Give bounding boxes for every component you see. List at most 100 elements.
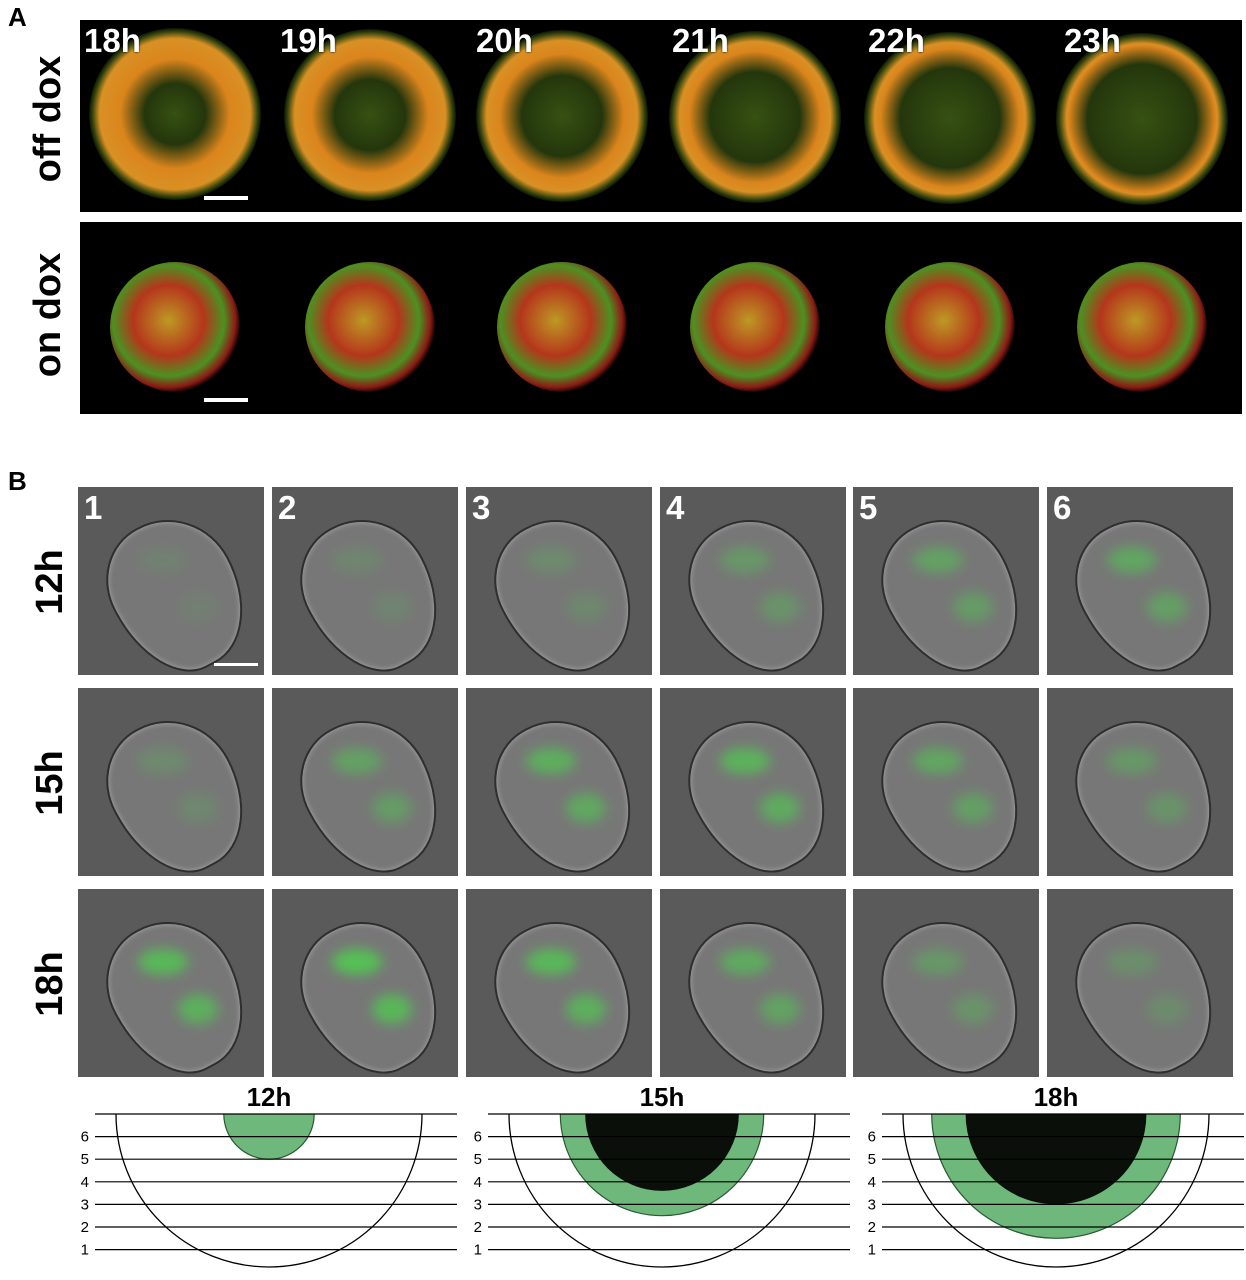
section-number: 6 <box>474 1129 482 1146</box>
section-number: 1 <box>474 1242 482 1259</box>
microscopy-tile <box>466 688 652 876</box>
embryo-frame <box>89 28 261 200</box>
fluorescence-spot <box>332 949 382 975</box>
embryo-frame <box>1056 33 1228 205</box>
fluorescence-spot <box>566 793 606 823</box>
section-number: 3 <box>81 1196 89 1213</box>
fluorescence-spot <box>720 748 770 774</box>
dark-core-region <box>585 1114 739 1191</box>
fluorescence-spot <box>526 949 576 975</box>
embryo-frame <box>497 262 627 392</box>
fluorescence-spot <box>1107 547 1157 573</box>
column-number: 1 <box>84 489 103 526</box>
embryo-outline <box>666 496 846 675</box>
column-number: 6 <box>1053 489 1072 526</box>
panel-b-letter: B <box>8 466 27 496</box>
embryo-outline <box>1053 496 1233 675</box>
section-number: 4 <box>474 1174 482 1191</box>
fluorescence-spot <box>760 994 800 1024</box>
embryo-outline <box>472 697 652 876</box>
embryo-outline <box>84 496 264 675</box>
time-label-18h: 18h <box>84 22 141 59</box>
fluorescence-spot <box>178 994 218 1024</box>
microscopy-tile: 5 <box>853 487 1039 675</box>
microscopy-tile: 4 <box>660 487 846 675</box>
column-number: 3 <box>472 489 491 526</box>
microscopy-tile <box>466 889 652 1077</box>
embryo-frame <box>284 29 456 201</box>
section-diagram: 18h 6 5 4 3 2 1 <box>868 1082 1244 1268</box>
embryo-outline <box>666 697 846 876</box>
fluorescence-spot <box>138 748 188 774</box>
fluorescence-spot <box>1107 748 1157 774</box>
scale-bar <box>204 196 248 200</box>
microscopy-tile <box>1047 688 1233 876</box>
section-number: 4 <box>868 1174 876 1191</box>
fluorescence-spot <box>953 994 993 1024</box>
column-number: 2 <box>278 489 297 526</box>
section-diagram: 15h 6 5 4 3 2 1 <box>474 1082 850 1268</box>
diagram-title: 15h <box>640 1082 685 1112</box>
section-number: 5 <box>868 1151 876 1168</box>
fluorescence-spot <box>953 592 993 622</box>
section-diagrams: 12h 6 5 4 3 2 1 15h 6 5 4 3 2 1 18h 6 5 4 3 2 1 <box>81 1082 1244 1268</box>
embryo-outline <box>84 697 264 876</box>
row-label-12h: 12h <box>29 549 71 615</box>
embryo-frame <box>690 262 820 392</box>
fluorescence-spot <box>372 994 412 1024</box>
fluorescence-spot <box>372 592 412 622</box>
fluorescence-spot <box>372 793 412 823</box>
fluorescence-spot <box>913 748 963 774</box>
time-label-23h: 23h <box>1064 22 1121 59</box>
embryo-outline <box>859 496 1039 675</box>
microscopy-tile: 3 <box>466 487 652 675</box>
embryo-outline <box>1053 898 1233 1077</box>
microscopy-tile <box>272 688 458 876</box>
section-number: 2 <box>81 1219 89 1236</box>
section-number: 2 <box>474 1219 482 1236</box>
row-label-on-dox: on dox <box>27 252 69 378</box>
embryo-frame <box>864 32 1036 204</box>
embryo-outline <box>278 496 458 675</box>
embryo-outline <box>859 697 1039 876</box>
diagram-title: 18h <box>1034 1082 1079 1112</box>
fluorescence-spot <box>1147 994 1187 1024</box>
fluorescence-spot <box>138 949 188 975</box>
section-number: 1 <box>81 1242 89 1259</box>
section-number: 3 <box>474 1196 482 1213</box>
fluorescence-spot <box>138 547 188 573</box>
timelapse-strip-off-dox: 18h 19h 20h 21h 22h 23h <box>80 20 1242 212</box>
row-label-15h: 15h <box>29 750 71 816</box>
microscopy-tile <box>1047 889 1233 1077</box>
fluorescence-spot <box>332 748 382 774</box>
fluorescence-spot <box>178 793 218 823</box>
fluorescence-spot <box>1147 592 1187 622</box>
microscopy-tile: 6 <box>1047 487 1233 675</box>
fluorescence-spot <box>566 592 606 622</box>
fluorescence-spot <box>566 994 606 1024</box>
section-number: 6 <box>868 1129 876 1146</box>
embryo-frame <box>669 31 841 203</box>
time-label-21h: 21h <box>672 22 729 59</box>
embryo-frame <box>885 262 1015 392</box>
embryo-outline <box>859 898 1039 1077</box>
microscopy-tile <box>78 688 264 876</box>
section-number: 5 <box>474 1151 482 1168</box>
embryo-outline <box>278 697 458 876</box>
microscopy-tile <box>272 889 458 1077</box>
row-label-off-dox: off dox <box>27 55 69 183</box>
fluorescence-spot <box>913 547 963 573</box>
section-number: 2 <box>868 1219 876 1236</box>
microscopy-tile <box>853 889 1039 1077</box>
time-label-22h: 22h <box>868 22 925 59</box>
fluorescence-spot <box>526 748 576 774</box>
microscopy-tile <box>660 889 846 1077</box>
scale-bar <box>214 663 258 666</box>
embryo-outline <box>472 898 652 1077</box>
column-number: 5 <box>859 489 878 526</box>
column-number: 4 <box>666 489 685 526</box>
section-number: 3 <box>868 1196 876 1213</box>
embryo-outline <box>666 898 846 1077</box>
fluorescence-spot <box>720 949 770 975</box>
fluorescence-spot <box>332 547 382 573</box>
